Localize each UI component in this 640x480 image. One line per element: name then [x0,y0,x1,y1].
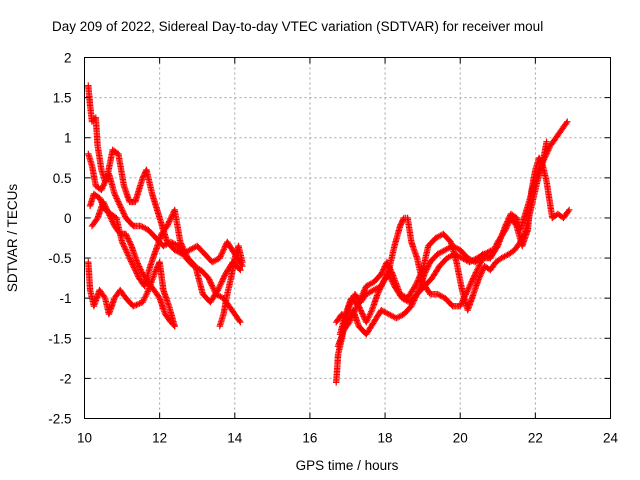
x-tick-label: 18 [378,431,393,446]
x-tick-label: 12 [152,431,167,446]
marker-track [334,138,550,350]
y-tick-label: -2.5 [48,412,71,427]
marker-track [85,258,178,330]
marker-track [88,198,178,330]
series-sat-e [88,198,178,330]
y-tick-label: 1 [64,131,72,146]
y-tick-label: 1.5 [53,91,72,106]
y-tick-label: -1 [59,291,71,306]
y-axis-label: SDTVAR / TECUs [5,184,20,293]
series-sat-i [334,138,550,350]
y-tick-label: 0.5 [53,171,72,186]
y-tick-label: 0 [64,211,72,226]
series-sat-f [216,242,246,330]
series-sat-c [85,258,178,330]
marker-track [216,242,246,330]
tick-marks [84,57,611,419]
y-tick-label: -2 [59,371,71,386]
y-tick-label: -0.5 [48,251,71,266]
plot-frame [84,57,611,419]
y-tick-label: -1.5 [48,331,71,346]
x-tick-label: 20 [453,431,468,446]
y-tick-label: 2 [64,51,72,66]
x-tick-label: 10 [77,431,92,446]
x-tick-label: 16 [302,431,317,446]
chart-title: Day 209 of 2022, Sidereal Day-to-day VTE… [52,19,543,34]
x-tick-label: 22 [528,431,543,446]
series-sat-j [336,246,496,338]
x-tick-labels: 10 12 14 16 18 20 22 24 [77,431,619,446]
marker-track [336,246,496,338]
y-tick-labels: -2.5 -2 -1.5 -1 -0.5 0 0.5 1 1.5 2 [48,51,71,427]
x-tick-label: 14 [227,431,243,446]
data-marks [85,82,573,386]
x-axis-label: GPS time / hours [296,458,399,473]
x-tick-label: 24 [603,431,619,446]
grid-layer [84,57,611,419]
